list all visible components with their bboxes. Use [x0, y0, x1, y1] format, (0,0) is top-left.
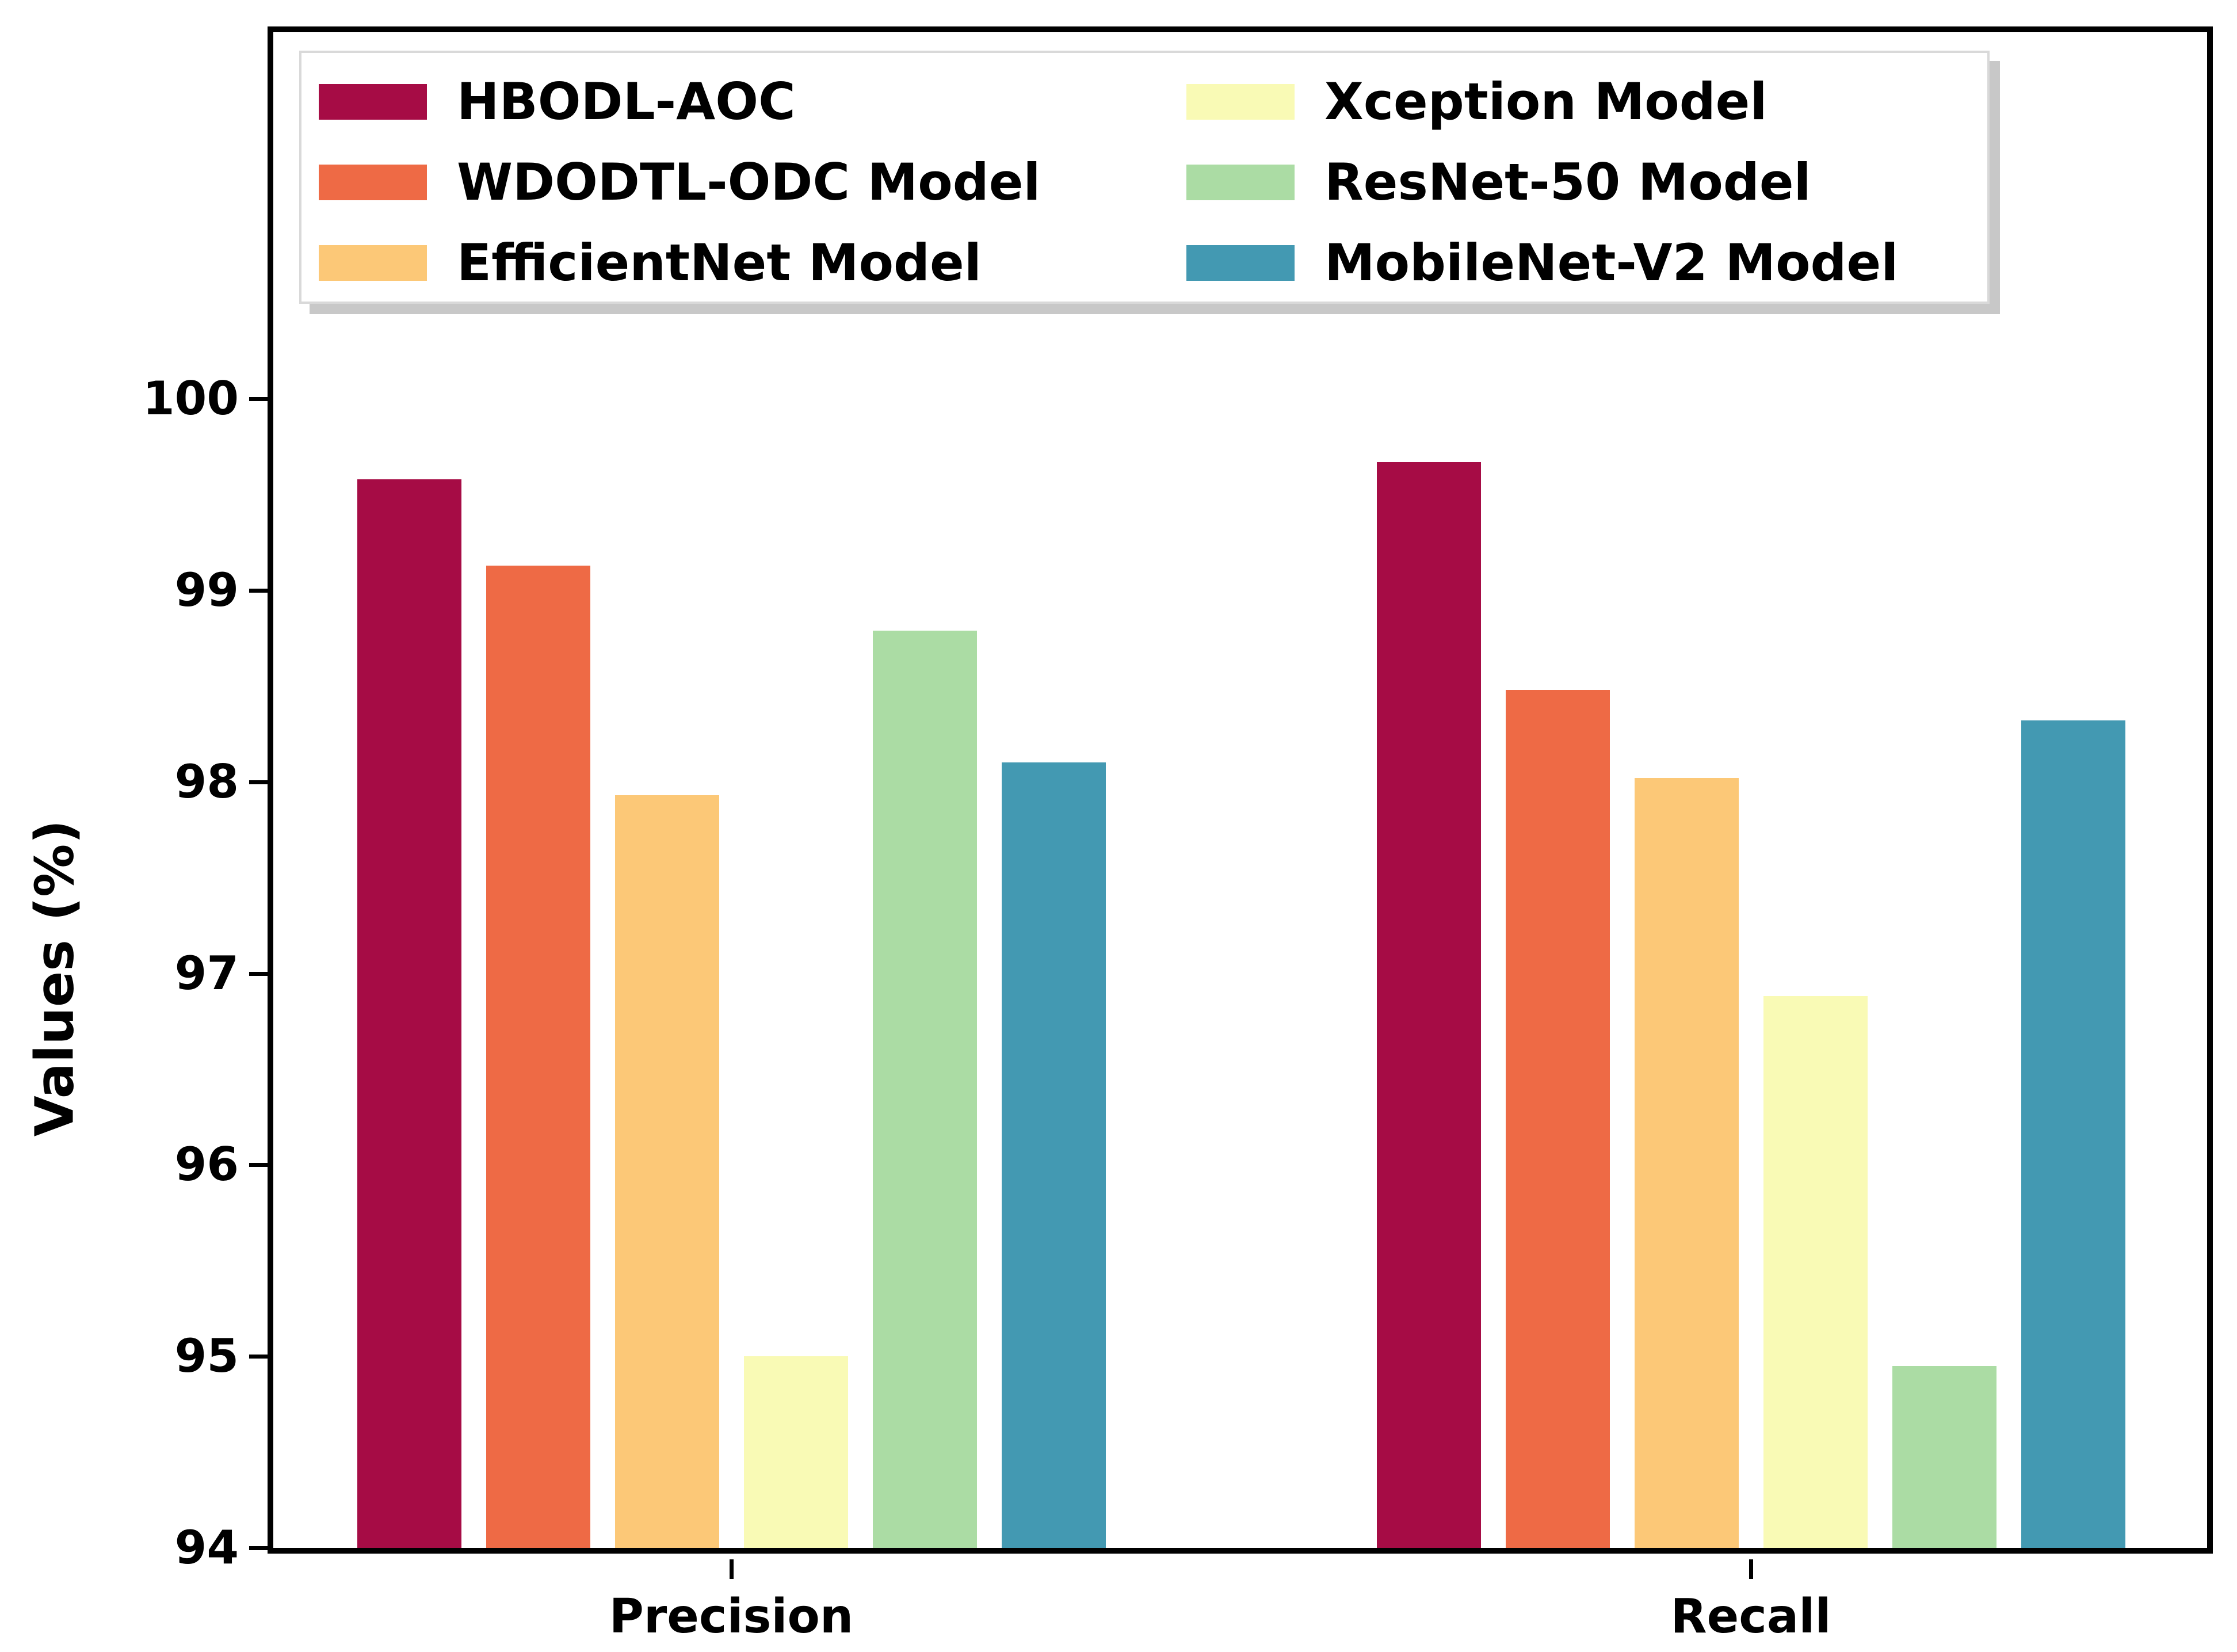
- legend-label: Xception Model: [1324, 72, 1768, 131]
- legend-item-wdodtl-odc-model: WDODTL-ODC Model: [319, 157, 1041, 208]
- legend-swatch: [1186, 165, 1295, 200]
- y-tick-label-95: 95: [174, 1329, 239, 1383]
- y-tick-label-100: 100: [143, 372, 239, 425]
- legend-label: MobileNet-V2 Model: [1324, 233, 1899, 292]
- legend-item-mobilenet-v2-model: MobileNet-V2 Model: [1186, 238, 1898, 288]
- bar-hbodl-aoc-recall: [1376, 462, 1481, 1548]
- bar-wdodtl-odc-model-precision: [486, 566, 590, 1548]
- y-tick-label-99: 99: [174, 563, 239, 617]
- y-tick-mark-94: [249, 1546, 268, 1550]
- legend-label: WDODTL-ODC Model: [457, 152, 1041, 212]
- legend-swatch: [319, 165, 427, 200]
- x-tick-mark-precision: [730, 1559, 734, 1579]
- legend-label: HBODL-AOC: [457, 72, 796, 131]
- bar-wdodtl-odc-model-recall: [1505, 690, 1610, 1548]
- x-tick-mark-recall: [1749, 1559, 1753, 1579]
- bar-xception-model-recall: [1763, 996, 1868, 1548]
- legend-swatch: [319, 84, 427, 120]
- y-tick-label-94: 94: [174, 1521, 239, 1574]
- bar-resnet-50-model-recall: [1892, 1366, 1996, 1548]
- y-tick-label-96: 96: [174, 1138, 239, 1191]
- legend-swatch: [319, 245, 427, 281]
- y-tick-mark-98: [249, 780, 268, 784]
- legend-label: EfficientNet Model: [457, 233, 982, 292]
- legend-box: HBODL-AOC WDODTL-ODC Model EfficientNet Mo…: [299, 51, 1990, 304]
- bar-hbodl-aoc-precision: [357, 479, 461, 1548]
- legend-item-efficientnet-model: EfficientNet Model: [319, 238, 982, 288]
- legend-item-hbodl-aoc: HBODL-AOC: [319, 77, 796, 127]
- y-tick-label-97: 97: [174, 947, 239, 1000]
- bar-mobilenet-v2-model-recall: [2021, 720, 2125, 1548]
- legend-item-resnet-50-model: ResNet-50 Model: [1186, 157, 1811, 208]
- y-tick-mark-99: [249, 589, 268, 593]
- y-tick-mark-96: [249, 1163, 268, 1167]
- legend-swatch: [1186, 245, 1295, 281]
- y-tick-mark-97: [249, 972, 268, 976]
- legend-label: ResNet-50 Model: [1324, 152, 1811, 212]
- y-tick-mark-95: [249, 1355, 268, 1359]
- legend-swatch: [1186, 84, 1295, 120]
- bar-mobilenet-v2-model-precision: [1001, 762, 1106, 1548]
- bar-efficientnet-model-precision: [614, 795, 719, 1548]
- x-tick-label-precision: Precision: [609, 1589, 854, 1644]
- bar-resnet-50-model-precision: [872, 631, 977, 1548]
- y-tick-mark-100: [249, 397, 268, 401]
- bar-efficientnet-model-recall: [1634, 778, 1739, 1548]
- legend-item-xception-model: Xception Model: [1186, 77, 1768, 127]
- x-tick-label-recall: Recall: [1670, 1589, 1831, 1644]
- y-tick-label-98: 98: [174, 755, 239, 808]
- bar-xception-model-precision: [743, 1356, 848, 1548]
